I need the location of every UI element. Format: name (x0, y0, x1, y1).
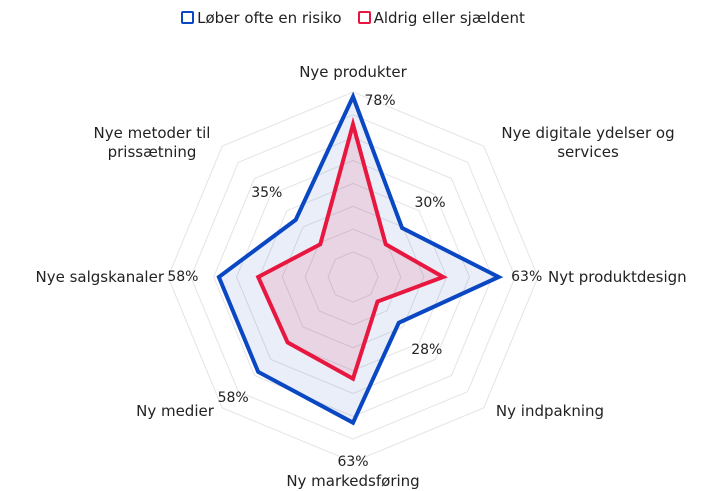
value-label: 63% (511, 269, 543, 285)
grid-ring (236, 160, 470, 394)
value-label: 58% (217, 389, 249, 406)
value-label: 30% (414, 194, 446, 211)
value-label: 28% (411, 341, 443, 358)
category-label: Nyt produktdesign (548, 268, 687, 286)
category-label: Ny markedsføring (286, 472, 420, 490)
category-label: Ny medier (136, 402, 214, 420)
category-label: Nye digitale ydelser og services (501, 124, 675, 161)
legend-swatch (357, 11, 371, 24)
grid-ring (190, 114, 516, 440)
grid-ring (213, 137, 493, 417)
legend-text: Aldrig eller sjældent (373, 9, 525, 27)
legend-item[interactable]: Aldrig eller sjældent (357, 9, 525, 27)
grid-ring (167, 91, 539, 463)
value-label: 78% (364, 92, 396, 109)
value-label: 58% (167, 269, 199, 285)
value-label: 63% (337, 453, 369, 470)
grid-ring (304, 228, 402, 326)
grid-ring (281, 205, 425, 349)
legend-text: Løber ofte en risiko (197, 9, 342, 27)
series-area (255, 116, 448, 382)
category-label: Ny indpakning (495, 402, 605, 420)
legend-swatch (181, 11, 195, 24)
category-label: Nye metoder til prissætning (93, 124, 211, 161)
category-label: Nye salgskanaler (35, 268, 164, 286)
legend-item[interactable]: Løber ofte en risiko (181, 9, 342, 27)
grid-ring (327, 251, 379, 303)
value-label: 35% (251, 184, 283, 201)
category-label: Nye produkter (299, 63, 407, 81)
legend: Løber ofte en risiko Aldrig eller sjælden… (0, 9, 706, 27)
